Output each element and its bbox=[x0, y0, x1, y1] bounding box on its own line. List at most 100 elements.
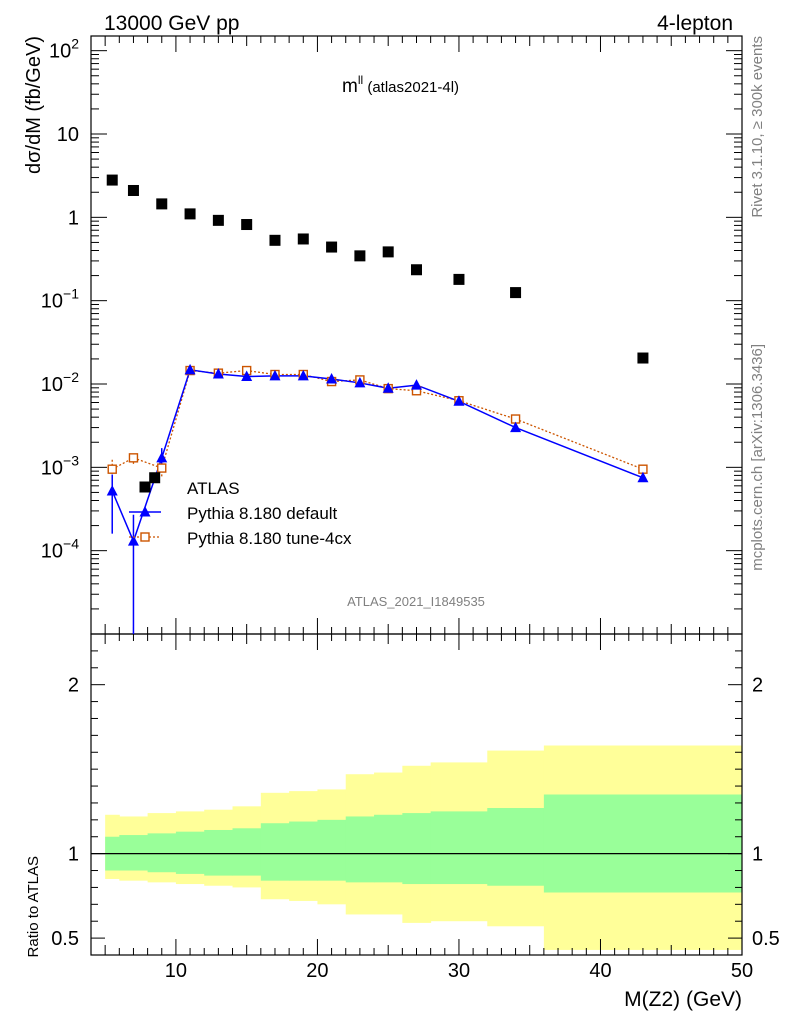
ratio-band-inner bbox=[374, 814, 403, 883]
legend: ATLAS Pythia 8.180 default Pythia 8.180 tu… bbox=[129, 479, 352, 548]
ratio-band-inner bbox=[345, 816, 375, 883]
data-marker bbox=[269, 234, 281, 246]
legend-label-tune: Pythia 8.180 tune-4cx bbox=[187, 529, 352, 548]
ratio-y-tick-label: 0.5 bbox=[51, 928, 79, 950]
rivet-label: Rivet 3.1.10, ≥ 300k events bbox=[749, 36, 766, 218]
data-marker bbox=[212, 214, 224, 226]
default-marker bbox=[156, 451, 168, 463]
ratio-bands bbox=[105, 745, 743, 950]
main-y-tick-base: 10 bbox=[57, 124, 79, 146]
default-marker bbox=[127, 535, 139, 546]
tune-marker bbox=[128, 453, 139, 463]
default-marker bbox=[212, 367, 224, 379]
data-marker bbox=[241, 219, 253, 231]
data-marker bbox=[453, 273, 465, 285]
main-y-tick-exponent: −1 bbox=[63, 286, 79, 302]
ratio-y-tick-label: 0.5 bbox=[752, 928, 780, 950]
data-marker bbox=[106, 174, 118, 186]
default-marker bbox=[510, 421, 522, 433]
data-marker bbox=[510, 287, 522, 299]
main-y-tick-label: 10−2 bbox=[41, 369, 79, 396]
main-y-tick-exponent: −2 bbox=[63, 369, 79, 385]
main-y-tick-base: 10 bbox=[49, 41, 71, 63]
main-y-tick-exponent: −4 bbox=[63, 536, 79, 552]
mcplots-label: mcplots.cern.ch [arXiv:1306.3436] bbox=[749, 344, 766, 571]
ratio-band-inner bbox=[543, 794, 743, 893]
ratio-band-inner bbox=[260, 823, 290, 881]
ratio-y-tick-label: 2 bbox=[752, 675, 763, 697]
ratio-band-inner bbox=[289, 821, 318, 881]
tune-marker bbox=[157, 463, 167, 473]
x-tick-label: 50 bbox=[731, 960, 753, 982]
legend-marker-default bbox=[139, 506, 151, 517]
main-y-tick-label: 10−4 bbox=[41, 536, 79, 563]
default-marker bbox=[106, 485, 118, 496]
ratio-band-inner bbox=[175, 831, 205, 874]
data-marker bbox=[326, 241, 338, 253]
data-marker bbox=[297, 233, 309, 245]
main-y-axis-title: dσ/dM (fb/GeV) bbox=[23, 36, 45, 174]
ratio-y-tick-label: 1 bbox=[752, 844, 763, 866]
data-marker bbox=[354, 250, 366, 262]
header-left: 13000 GeV pp bbox=[104, 12, 239, 35]
x-axis-title: M(Z2) (GeV) bbox=[624, 988, 742, 1011]
data-marker bbox=[637, 352, 649, 364]
ratio-y-axis-title: Ratio to ATLAS bbox=[25, 856, 42, 957]
plot-label-main: m bbox=[342, 76, 358, 97]
main-y-tick-base: 10 bbox=[41, 541, 63, 563]
main-y-tick-exponent: 2 bbox=[71, 36, 79, 52]
plot-label: mll (atlas2021-4l) bbox=[342, 73, 459, 97]
default-marker bbox=[269, 369, 281, 381]
main-y-tick-base: 10 bbox=[41, 457, 63, 479]
plot-label-sub: (atlas2021-4l) bbox=[363, 79, 459, 96]
default-marker bbox=[453, 395, 465, 406]
analysis-id: ATLAS_2021_I1849535 bbox=[347, 594, 485, 609]
data-marker bbox=[382, 246, 394, 258]
tune-line bbox=[111, 369, 644, 470]
data-marker bbox=[156, 198, 168, 210]
default-marker bbox=[637, 471, 649, 483]
main-y-tick-label: 10 bbox=[57, 124, 79, 146]
x-tick-label: 10 bbox=[165, 960, 187, 982]
main-y-tick-base: 10 bbox=[41, 374, 63, 396]
legend-label-atlas: ATLAS bbox=[187, 479, 240, 498]
plot-label-sup: ll bbox=[358, 73, 363, 87]
default-marker bbox=[354, 376, 366, 388]
data-marker bbox=[127, 184, 139, 196]
default-marker bbox=[297, 369, 309, 381]
main-y-tick-label: 102 bbox=[49, 36, 79, 63]
ratio-band-inner bbox=[402, 813, 432, 885]
ratio-y-tick-label: 1 bbox=[68, 844, 79, 866]
main-y-tick-base: 10 bbox=[41, 291, 63, 313]
default-marker bbox=[382, 382, 394, 393]
ratio-band-inner bbox=[147, 833, 177, 873]
ratio-y-tick-label: 2 bbox=[68, 675, 79, 697]
ratio-band-inner bbox=[487, 808, 545, 886]
ratio-band-inner bbox=[119, 835, 149, 871]
main-y-tick-label: 1 bbox=[68, 207, 79, 229]
legend-marker-tune bbox=[140, 532, 150, 542]
data-marker bbox=[411, 264, 422, 276]
x-tick-label: 40 bbox=[589, 960, 611, 982]
header-right: 4-lepton bbox=[657, 12, 733, 35]
x-tick-label: 20 bbox=[306, 960, 328, 982]
main-y-tick-base: 1 bbox=[68, 207, 79, 229]
data-marker bbox=[149, 472, 161, 484]
legend-marker-atlas bbox=[139, 481, 151, 493]
default-marker bbox=[184, 363, 196, 375]
ratio-band-inner bbox=[232, 828, 262, 876]
main-y-tick-label: 10−3 bbox=[41, 452, 79, 479]
x-tick-label: 30 bbox=[448, 960, 470, 982]
tune-marker bbox=[107, 464, 117, 474]
ratio-band-inner bbox=[317, 819, 347, 881]
ratio-band-inner bbox=[204, 829, 234, 876]
ratio-axes: 0.5 0.5 1 1 2 2 10 20 30 40 50 bbox=[51, 633, 780, 982]
data-marker bbox=[184, 208, 196, 220]
main-series bbox=[106, 174, 649, 634]
legend-label-default: Pythia 8.180 default bbox=[187, 504, 338, 523]
default-marker bbox=[241, 370, 253, 382]
main-y-tick-label: 10−1 bbox=[41, 286, 79, 313]
default-marker bbox=[411, 379, 422, 390]
